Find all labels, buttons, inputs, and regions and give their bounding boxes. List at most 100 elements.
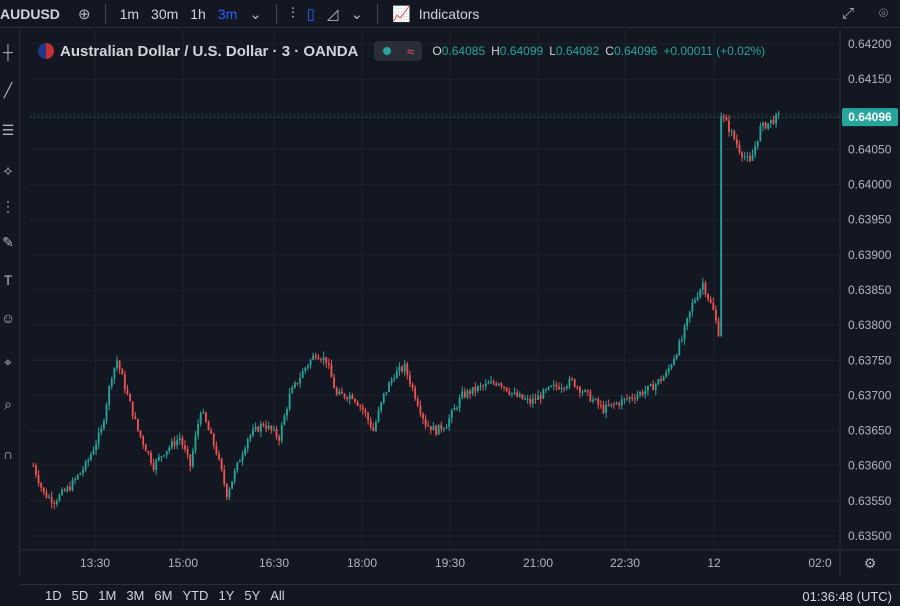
emoji-icon[interactable]: ☺ (0, 310, 16, 326)
candle-body (291, 387, 294, 394)
chart-canvas[interactable]: 0.642000.641500.641000.640500.640000.639… (20, 30, 900, 576)
candle-body (730, 130, 733, 132)
candle-body (239, 460, 241, 463)
range-5d[interactable]: 5D (71, 588, 89, 603)
range-1y[interactable]: 1Y (218, 588, 235, 603)
candles-icon[interactable]: ▯ (306, 5, 315, 23)
text-icon[interactable]: T (3, 272, 13, 288)
candle-body (280, 424, 283, 441)
candle-body (288, 393, 291, 409)
drawing-toolbar: ┼ ╱ ☰ ⟡ ⋮ ✎ T ☺ ⌖ ⌕ ∩ (0, 30, 20, 576)
pattern-icon[interactable]: ⟡ (3, 162, 13, 178)
candle-body (586, 389, 589, 392)
candle-body (552, 384, 555, 386)
candle-body (314, 355, 317, 358)
fullscreen-icon[interactable]: ⤢ (841, 5, 854, 22)
change-value: +0.00011 (+0.02%) (663, 44, 766, 58)
candle-body (738, 144, 741, 153)
area-chart-icon[interactable]: ◿ (326, 5, 339, 23)
forecast-icon[interactable]: ⋮ (1, 198, 15, 214)
symbol-search[interactable]: AUDUSD (0, 5, 60, 22)
camera-icon[interactable]: ⌾ (878, 5, 888, 22)
range-ytd[interactable]: YTD (182, 588, 209, 603)
magnet-icon[interactable]: ∩ (2, 446, 14, 462)
candle-body (432, 425, 435, 431)
candle-body (576, 386, 579, 388)
range-6m[interactable]: 6M (154, 588, 173, 603)
range-5y[interactable]: 5Y (244, 588, 261, 603)
candle-body (594, 398, 597, 400)
chevron-down-icon[interactable]: ⌄ (350, 5, 364, 23)
candle-body (100, 428, 103, 433)
candle-body (456, 407, 458, 409)
utc-clock[interactable]: 01:36:48 (UTC) (802, 589, 892, 604)
candle-body (558, 386, 560, 390)
market-open-icon (382, 47, 391, 55)
interval-1h[interactable]: 1h (190, 5, 206, 22)
range-all[interactable]: All (270, 588, 285, 603)
candle-body (372, 427, 375, 431)
candle-body (157, 456, 160, 461)
interval-3m[interactable]: 3m (217, 5, 238, 22)
candle-body (325, 357, 328, 364)
candle-body (388, 382, 390, 392)
range-3m[interactable]: 3M (126, 588, 145, 603)
candle-body (641, 392, 644, 395)
candle-body (696, 296, 699, 301)
candle-body (691, 302, 694, 312)
indicators-button[interactable]: Indicators (418, 5, 480, 22)
fib-icon[interactable]: ☰ (1, 122, 15, 138)
x-tick-label: 21:00 (523, 556, 553, 570)
candle-body (492, 381, 495, 384)
candle-body (516, 392, 519, 397)
candle-body (435, 425, 437, 435)
indicators-icon[interactable]: 📈 (392, 5, 411, 23)
candle-body (401, 366, 403, 372)
candle-body (123, 374, 126, 390)
range-1m[interactable]: 1M (98, 588, 117, 603)
trendline-icon[interactable]: ╱ (3, 82, 13, 98)
candle-body (712, 302, 715, 310)
candle-body (751, 154, 754, 161)
candle-body (35, 465, 37, 475)
brush-icon[interactable]: ✎ (2, 234, 14, 250)
interval-30m[interactable]: 30m (151, 5, 179, 22)
candle-body (743, 156, 746, 158)
candle-body (490, 381, 492, 384)
candle-body (354, 398, 356, 402)
chevron-down-icon[interactable]: ⌄ (249, 5, 262, 23)
candle-body (267, 425, 270, 429)
candle-body (283, 415, 286, 425)
range-1d[interactable]: 1D (45, 588, 62, 603)
crosshair-icon[interactable]: ┼ (3, 44, 13, 60)
candle-body (762, 122, 764, 127)
candle-body (191, 451, 194, 467)
candle-body (772, 119, 775, 124)
candle-body (218, 453, 220, 459)
zoom-icon[interactable]: ⌕ (4, 396, 12, 412)
candle-body (317, 357, 320, 360)
add-symbol-icon[interactable]: ⊕ (78, 5, 91, 23)
candle-body (775, 114, 777, 124)
candle-body (579, 386, 581, 393)
candle-body (547, 386, 550, 390)
ruler-icon[interactable]: ⌖ (4, 354, 12, 370)
chart-area[interactable]: 0.642000.641500.641000.640500.640000.639… (20, 30, 900, 576)
candle-body (725, 117, 728, 121)
candle-body (688, 311, 691, 319)
status-pill[interactable]: ≈ (374, 41, 423, 61)
candle-body (312, 355, 315, 360)
candle-body (667, 368, 670, 373)
candle-body (346, 397, 349, 400)
candle-body (683, 326, 686, 340)
interval-1m[interactable]: 1m (119, 5, 140, 22)
bar-chart-icon[interactable]: ⫶ (290, 5, 295, 22)
candle-body (301, 371, 304, 378)
candle-body (701, 282, 704, 290)
bottom-toolbar: 1D 5D 1M 3M 6M YTD 1Y 5Y All 01:36:48 (U… (20, 584, 900, 606)
candle-body (474, 386, 477, 392)
candle-body (524, 398, 526, 400)
candle-body (359, 405, 362, 407)
candle-body (584, 389, 587, 392)
candle-body (636, 395, 639, 399)
